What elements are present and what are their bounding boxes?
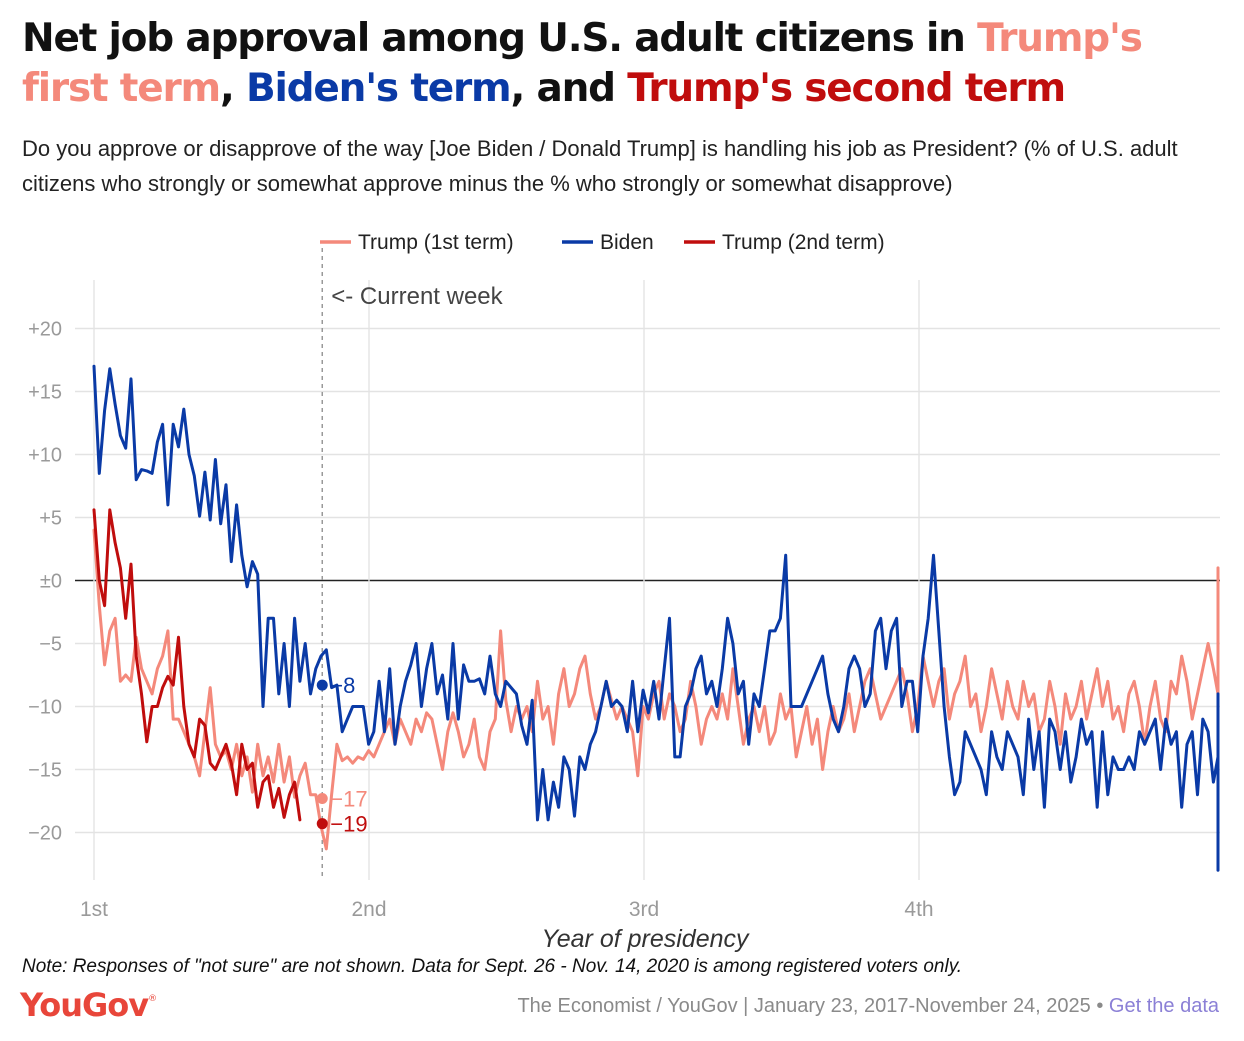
chart-title: Net job approval among U.S. adult citize…: [22, 14, 1222, 114]
end-label-trump-first-term: −17: [330, 786, 367, 811]
y-tick-label: ±0: [40, 571, 62, 593]
x-tick-label: 3rd: [629, 898, 659, 921]
current-week-annotation: <- Current week: [331, 283, 503, 310]
footnote: Note: Responses of "not sure" are not sh…: [22, 956, 963, 977]
line-chart: +20 +15 +10 +5 ±0 −5 −10 −15 −20 1st 2nd 3rd 4th Year…: [28, 231, 1220, 953]
title-first-term: Trump's first term: [22, 16, 1143, 111]
x-tick-label: 2nd: [351, 898, 386, 921]
title-biden: Biden's term: [245, 66, 512, 111]
legend-label: Trump (2nd term): [722, 231, 885, 254]
series-trump-first-term: [92, 528, 1220, 851]
title-sep2: , and: [510, 66, 628, 111]
y-tick-label: +10: [28, 445, 62, 467]
x-tick-label: 4th: [904, 898, 933, 921]
series-trump-second-term: [92, 508, 302, 822]
y-tick-label: +15: [28, 382, 62, 404]
y-tick-label: −10: [28, 697, 62, 719]
title-part1: Net job approval among U.S. adult citize…: [22, 16, 978, 61]
y-tick-label: +5: [39, 508, 62, 530]
legend-label: Biden: [600, 231, 654, 254]
series-biden: [92, 364, 1220, 872]
chart-subtitle: Do you approve or disapprove of the way …: [22, 136, 1178, 196]
title-sep1: ,: [219, 66, 246, 111]
get-data-link[interactable]: Get the data: [1108, 995, 1219, 1017]
x-axis-title: Year of presidency: [541, 925, 750, 953]
source-line: The Economist / YouGov | January 23, 201…: [517, 995, 1219, 1018]
legend-label: Trump (1st term): [358, 231, 514, 254]
end-point-marker: [316, 818, 328, 830]
end-point-marker: [316, 792, 328, 804]
y-tick-label: −5: [39, 634, 62, 656]
x-tick-label: 1st: [80, 898, 108, 921]
end-label-trump-second-term: −19: [330, 812, 367, 837]
end-label-biden: −8: [330, 673, 355, 698]
y-tick-label: −15: [28, 760, 62, 782]
title-second-term: Trump's second term: [627, 66, 1066, 111]
end-point-marker: [316, 679, 328, 691]
source-text: The Economist / YouGov | January 23, 201…: [517, 995, 1104, 1017]
y-tick-label: −20: [28, 823, 62, 845]
y-tick-label: +20: [28, 319, 62, 341]
yougov-logo: YouGov®: [20, 986, 157, 1024]
